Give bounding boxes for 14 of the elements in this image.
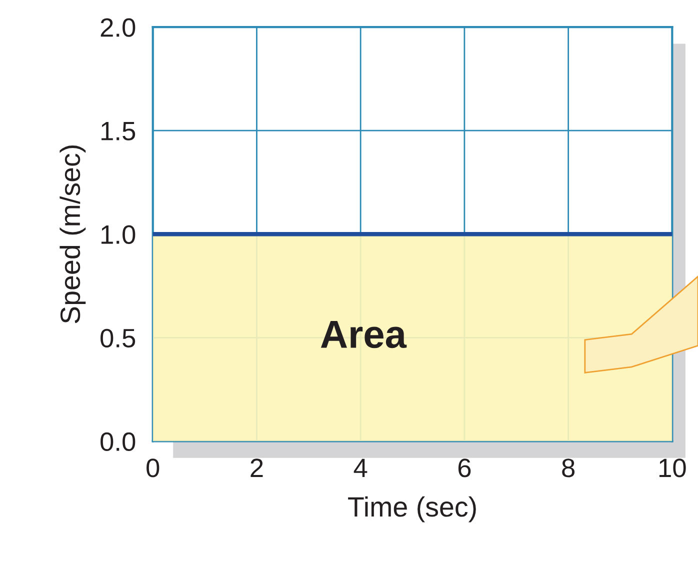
x-tick-label: 8 <box>562 458 575 478</box>
y-tick-label: 0.5 <box>100 328 136 348</box>
y-axis-title: Speed (m/sec) <box>60 146 86 324</box>
x-tick-label: 4 <box>354 458 368 478</box>
y-tick-label: 1.5 <box>102 122 136 140</box>
x-tick-label: 2 <box>250 458 263 478</box>
x-axis-title: Time (sec) <box>348 496 476 522</box>
x-tick-label: 10 <box>660 458 686 478</box>
x-tick-label: 0 <box>146 458 160 478</box>
y-tick-label: 2.0 <box>100 18 136 37</box>
y-tick-label: 0.0 <box>100 432 136 452</box>
annotation: Area <box>320 320 407 348</box>
y-tick-label: 1.0 <box>102 225 136 244</box>
x-tick-label: 6 <box>458 458 471 478</box>
